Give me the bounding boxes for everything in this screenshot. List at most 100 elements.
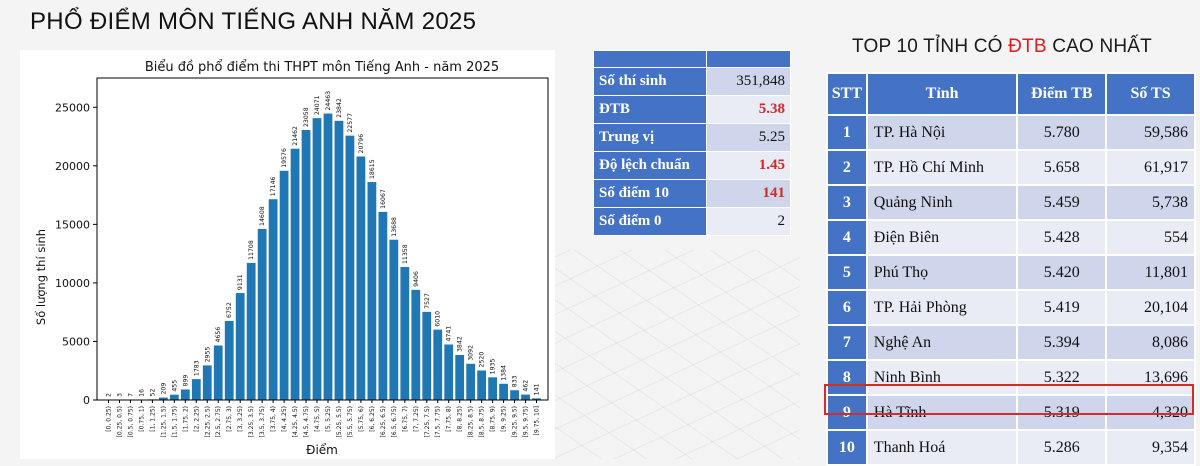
- rank-cell: 4: [827, 220, 867, 255]
- bar-value-label: 209: [160, 383, 167, 395]
- top10-title: TOP 10 TỈNH CÓ ĐTB CAO NHẤT: [852, 36, 1152, 58]
- bar-value-label: 23058: [303, 107, 310, 127]
- bar-value-label: 11708: [248, 240, 255, 260]
- histogram-bar: [367, 182, 376, 400]
- histogram-bar: [324, 114, 333, 400]
- y-tick-label: 15000: [55, 218, 90, 231]
- x-tick-label: [4.75, 5): [314, 406, 321, 432]
- x-tick-label: [4.25, 4.5): [292, 406, 299, 437]
- candidate-count-cell: 20,104: [1106, 290, 1195, 325]
- x-tick-label: [4, 4.25): [281, 406, 288, 432]
- histogram-bar: [258, 229, 267, 400]
- y-tick-label: 0: [83, 394, 90, 407]
- x-axis-label: Điểm: [306, 443, 338, 457]
- bar-value-label: 3842: [457, 336, 464, 352]
- decorative-grid: [555, 250, 800, 459]
- avg-score-cell: 5.780: [1017, 115, 1106, 150]
- histogram-bar: [521, 395, 530, 400]
- x-tick-label: [1.5, 1.75): [171, 406, 178, 437]
- rank-cell: 9: [827, 395, 867, 430]
- avg-score-cell: 5.286: [1017, 430, 1106, 465]
- rank-cell: 7: [827, 325, 867, 360]
- x-tick-label: [5.25, 5.5): [336, 406, 343, 437]
- y-tick-label: 5000: [62, 335, 90, 348]
- rank-cell: 5: [827, 255, 867, 290]
- x-tick-label: [7.75, 8): [446, 406, 453, 432]
- col-header-avg: Điểm TB: [1017, 73, 1106, 115]
- bar-value-label: 19576: [281, 148, 288, 168]
- bar-value-label: 16067: [380, 189, 387, 209]
- stats-label: Số điểm 10: [594, 180, 707, 208]
- x-tick-label: [2.25, 2.5): [204, 406, 211, 437]
- bar-value-label: 21462: [292, 126, 299, 146]
- candidate-count-cell: 11,801: [1106, 255, 1195, 290]
- histogram-bar: [466, 364, 475, 400]
- bar-value-label: 3092: [468, 345, 475, 361]
- x-tick-label: [2.75, 3): [226, 406, 233, 432]
- province-cell: TP. Hồ Chí Minh: [867, 150, 1018, 185]
- candidate-count-cell: 4,320: [1106, 395, 1195, 430]
- histogram-panel: Biểu đồ phổ điểm thi THPT môn Tiếng Anh …: [20, 50, 555, 459]
- x-tick-label: [2, 2.25): [193, 406, 200, 432]
- x-tick-label: [3, 3.25): [237, 406, 244, 432]
- stats-label: Trung vị: [594, 124, 707, 152]
- x-tick-label: [9, 9.25): [501, 406, 508, 432]
- avg-score-cell: 5.420: [1017, 255, 1106, 290]
- avg-score-cell: 5.658: [1017, 150, 1106, 185]
- x-tick-label: [5, 5.25): [325, 406, 332, 432]
- bar-value-label: 23842: [336, 98, 343, 118]
- bar-value-label: 1783: [193, 360, 200, 376]
- histogram-bar: [455, 355, 464, 400]
- province-cell: Điện Biên: [867, 220, 1018, 255]
- bar-value-label: 462: [523, 380, 530, 392]
- bar-value-label: 833: [512, 375, 519, 387]
- histogram-bar: [346, 136, 355, 400]
- candidate-count-cell: 59,586: [1106, 115, 1195, 150]
- bar-value-label: 52: [149, 388, 156, 396]
- bar-value-label: 6752: [226, 302, 233, 318]
- bar-value-label: 1935: [490, 359, 497, 375]
- x-tick-label: [5.5, 5.75): [347, 406, 354, 437]
- x-tick-label: [8.75, 9): [490, 406, 497, 432]
- histogram-bar: [225, 321, 234, 400]
- province-cell: Thanh Hoá: [867, 430, 1018, 465]
- plot-frame: [97, 78, 548, 400]
- histogram-bar: [335, 121, 344, 400]
- x-tick-label: [6.25, 6.5): [380, 406, 387, 437]
- x-tick-label: [9.25, 9.5): [512, 406, 519, 437]
- stats-value: 1.45: [706, 152, 790, 180]
- province-cell: Nghệ An: [867, 325, 1018, 360]
- y-axis-label: Số lượng thí sinh: [34, 229, 48, 325]
- x-tick-label: [7.5, 7.75): [435, 406, 442, 437]
- stats-value: 5.38: [706, 96, 790, 124]
- bar-value-label: 4741: [446, 326, 453, 342]
- y-tick-label: 20000: [55, 160, 90, 173]
- x-tick-label: [2.5, 2.75): [215, 406, 222, 437]
- stats-value: 2: [706, 208, 790, 236]
- top10-title-accent: ĐTB: [1008, 36, 1047, 57]
- x-tick-label: [0.75, 1): [138, 406, 145, 432]
- stats-label: Số thí sinh: [594, 68, 707, 96]
- histogram-bar: [488, 377, 497, 400]
- histogram-bar: [203, 365, 212, 400]
- histogram-bar: [422, 312, 431, 400]
- histogram-bar: [313, 118, 322, 400]
- bar-value-label: 22577: [347, 113, 354, 133]
- histogram-bar: [236, 293, 245, 400]
- bar-value-label: 2955: [204, 347, 211, 363]
- x-tick-label: [0, 0.25): [105, 406, 112, 432]
- rank-cell: 1: [827, 115, 867, 150]
- col-header-stt: STT: [827, 73, 867, 115]
- stats-label: ĐTB: [594, 96, 707, 124]
